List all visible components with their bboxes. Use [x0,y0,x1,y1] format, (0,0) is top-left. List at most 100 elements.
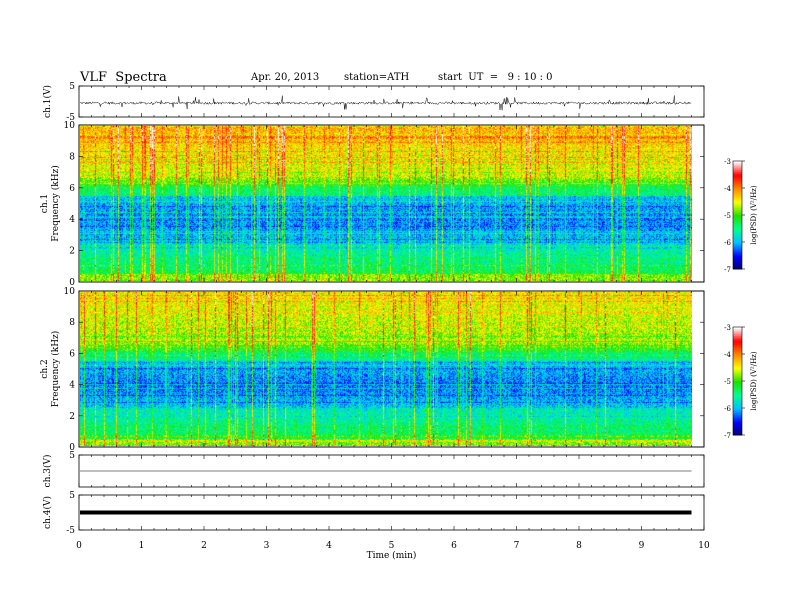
colorbar-tick-label: -5 [724,212,731,220]
x-minor-ticks [78,125,705,282]
time-axis: 0 1 2 3 4 5 6 7 8 9 10 Time (min) [76,541,710,561]
colorbar-segment [733,366,742,369]
x-tick-label: 8 [576,541,582,551]
colorbar-segment [733,375,742,378]
colorbar-tick-label: -7 [724,432,731,440]
colorbar-segment [733,355,742,359]
start-time-label: start UT = 9 : 10 : 0 [438,72,553,83]
colorbar-segment [733,409,742,413]
ch3-waveform-ylabel: ch.3(V) [42,455,53,488]
y-tick-label: 0 [69,443,75,453]
colorbar-segment [733,177,742,180]
ch2-spectrogram-ylabel: Frequency (kHz) [50,331,61,408]
colorbar-segment [733,216,742,220]
colorbar-segment [733,207,742,211]
colorbar-segment [733,327,742,330]
ch1-frequency-axis: 0 2 4 6 8 10 [64,121,704,288]
colorbar-segment [733,433,742,436]
ch4-waveform-ylabel: ch.4(V) [42,496,53,529]
x-minor-ticks [78,455,705,487]
x-tick-label: 2 [201,541,207,551]
colorbar-segment [733,399,742,402]
x-tick-label: 4 [326,541,332,551]
colorbar-segment [733,267,742,270]
colorbar-segment [733,180,742,184]
chart-title: VLF Spectra [80,70,167,85]
colorbar-segment [733,384,742,387]
x-tick-label: 6 [451,541,457,551]
colorbar-segment [733,336,742,339]
colorbar-segment [733,343,742,346]
colorbar-segment [733,390,742,393]
colorbar-segment [733,361,742,364]
ch1-waveform [80,95,692,111]
ch1-y-axis: 5 -5 [66,82,704,123]
y-tick-label: 8 [69,152,75,162]
x-tick-label: 3 [264,541,270,551]
colorbar-segment [733,427,742,431]
colorbar-segment [733,345,742,348]
colorbar-segment [733,198,742,202]
colorbar-segment [733,209,742,212]
colorbar-segment [733,218,742,221]
colorbar-segment [733,197,742,200]
y-tick-label: 4 [69,381,75,391]
colorbar-segment [733,256,742,259]
colorbar-segment [733,191,742,194]
colorbar-segment [733,354,742,357]
colorbar-segment [733,357,742,360]
colorbar-segment [733,202,742,205]
colorbar-segment [733,391,742,395]
colorbar-segment [733,417,742,420]
colorbar-tick-label: -7 [724,266,731,274]
y-tick-label: 8 [69,318,75,328]
colorbar-segment [733,408,742,411]
colorbar-segment [733,420,742,423]
colorbar-segment [733,220,742,223]
y-tick-label: 0 [69,278,75,288]
colorbar-segment [733,251,742,254]
colorbar-segment [733,229,742,232]
x-tick-label: 5 [389,541,395,551]
y-tick-label: -5 [66,113,75,123]
colorbar-segment [733,341,742,344]
colorbar-segment [733,402,742,405]
x-tick-label: 0 [76,541,82,551]
colorbar-segment [733,260,742,263]
ch1-spectrogram-image [80,126,692,281]
colorbar-segment [733,372,742,375]
x-axis-label: Time (min) [367,550,417,561]
colorbar-tick-label: -5 [724,378,731,386]
colorbar-segment [733,234,742,238]
colorbar-segment [733,195,742,198]
y-tick-label: 5 [69,451,75,461]
colorbar-segment [733,161,742,164]
ch3-y-axis: 5 [69,451,704,461]
colorbar-segment [733,189,742,193]
colorbar-segment [733,350,742,353]
x-minor-ticks [78,495,705,530]
colorbar-segment [733,263,742,266]
colorbar-segment [733,258,742,261]
x-minor-ticks [78,86,705,117]
colorbar-segment [733,334,742,337]
colorbar-segment [733,215,742,218]
colorbar-segment [733,186,742,189]
ch2-spectrogram-channel-label: ch.2 [40,359,50,378]
y-tick-label: 6 [69,184,75,194]
colorbar-segment [733,184,742,187]
colorbar-segment [733,171,742,175]
y-tick-label: 10 [64,121,76,131]
colorbar-tick-label: -4 [724,185,731,193]
colorbar-segment [733,332,742,335]
colorbar-segment [733,337,742,341]
colorbar-segment [733,204,742,207]
colorbar-segment [733,388,742,391]
colorbar-segment [733,166,742,169]
colorbar-segment [733,397,742,400]
ch4-y-axis: 5 -5 [66,491,704,536]
colorbar-segment [733,406,742,409]
ch1-waveform-line [80,95,692,111]
colorbar-segment [733,225,742,229]
colorbar-segment [733,164,742,167]
